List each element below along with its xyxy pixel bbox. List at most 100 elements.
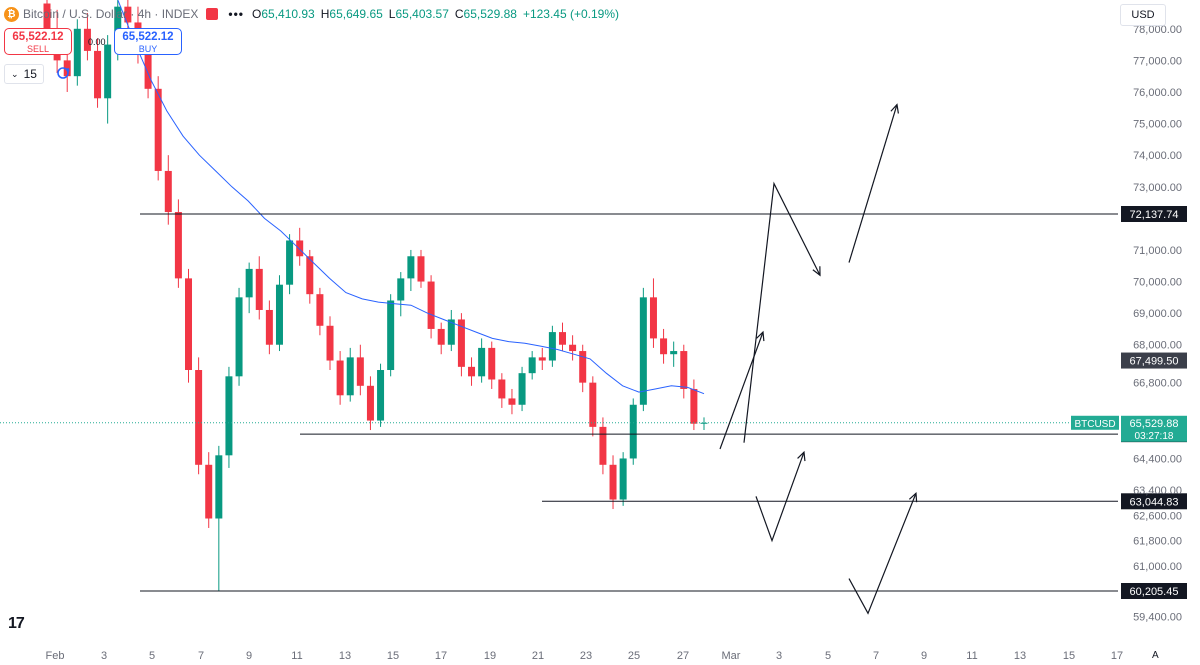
level-label: 67,499.50	[1130, 356, 1179, 368]
order-quantity-dropdown[interactable]: ⌄ 15	[4, 64, 44, 84]
candle-body	[286, 240, 294, 285]
x-tick-label: 7	[198, 650, 204, 662]
y-tick-label: 66,800.00	[1133, 378, 1182, 390]
candle-body	[528, 357, 536, 374]
sell-button[interactable]: 65,522.12 SELL	[4, 28, 72, 55]
drawn-arrow	[719, 331, 764, 450]
candle-body	[457, 319, 465, 367]
refresh-icon[interactable]	[56, 66, 70, 80]
open-value: O65,410.93	[252, 7, 315, 21]
x-tick-label: 13	[1014, 650, 1026, 662]
symbol-title[interactable]: Bitcoin / U.S. Dollar · 4h · INDEX	[23, 7, 199, 21]
x-tick-label: 3	[101, 650, 107, 662]
candle-body	[215, 455, 223, 519]
y-tick-label: 74,000.00	[1133, 150, 1182, 162]
time-axis[interactable]: Feb 3 5 7 9 11 13 15 17 19 21 23 25 27 Mar 3 5 7 9 11 13 15 17	[46, 650, 1124, 662]
candle-body	[599, 426, 607, 465]
candle-body	[488, 347, 496, 380]
level-label-bg	[1121, 352, 1187, 369]
x-tick-label: 25	[628, 650, 640, 662]
x-tick-label: 27	[677, 650, 689, 662]
candle-body	[144, 54, 152, 89]
y-tick-label: 61,000.00	[1133, 561, 1182, 573]
candle-body	[569, 344, 577, 352]
x-tick-label: 15	[1063, 650, 1075, 662]
y-tick-label: 71,000.00	[1133, 245, 1182, 257]
y-tick-label: 59,400.00	[1133, 611, 1182, 623]
countdown-label: 03:27:18	[1135, 431, 1174, 442]
x-tick-label: 13	[339, 650, 351, 662]
candle-body	[154, 88, 162, 171]
candle-body	[649, 297, 657, 339]
candle-body	[43, 3, 51, 29]
arrow-head	[890, 103, 899, 114]
bitcoin-icon: ₿	[4, 6, 19, 22]
annotation-arrows	[719, 103, 918, 615]
candle-body	[558, 332, 566, 345]
more-options-icon[interactable]: •••	[228, 7, 244, 21]
arrow-head	[797, 450, 806, 462]
symbol-tag-bg	[1071, 415, 1119, 430]
candle-body	[235, 297, 243, 377]
candle-body	[255, 268, 263, 310]
candle-body	[629, 404, 637, 459]
candle-body	[387, 300, 395, 371]
x-tick-label: 21	[532, 650, 544, 662]
currency-selector[interactable]: USD	[1120, 4, 1166, 26]
y-tick-label: 64,400.00	[1133, 453, 1182, 465]
x-tick-label: 5	[149, 650, 155, 662]
candle-body	[609, 464, 617, 500]
candle-body	[336, 360, 344, 396]
order-quantity-value: 15	[23, 67, 37, 81]
candle-body	[205, 464, 213, 519]
y-tick-label: 76,000.00	[1133, 87, 1182, 99]
candle-body	[316, 294, 324, 326]
candle-body	[164, 170, 172, 213]
candle-body	[518, 373, 526, 405]
arrow-head	[756, 330, 765, 342]
arrow-head	[812, 266, 821, 277]
candle-body	[437, 328, 445, 345]
price-axis[interactable]: 78,000.00 77,000.00 76,000.00 75,000.00 74,0…	[1133, 24, 1182, 624]
close-value: C65,529.88	[454, 7, 517, 21]
candle-body	[670, 351, 678, 355]
candles-group	[43, 0, 708, 592]
y-tick-label: 77,000.00	[1133, 55, 1182, 67]
market-status-icon[interactable]	[206, 8, 219, 20]
candle-body	[589, 382, 597, 427]
moving-average-line	[117, 0, 705, 395]
level-label-bg	[1121, 493, 1187, 510]
candle-body	[579, 351, 587, 383]
buy-button[interactable]: 65,522.12 BUY	[114, 28, 182, 55]
candle-body	[427, 281, 435, 329]
low-value: L65,403.57	[388, 7, 449, 21]
x-tick-label: 23	[580, 650, 592, 662]
y-tick-label: 73,000.00	[1133, 182, 1182, 194]
candle-body	[94, 50, 102, 99]
candle-body	[377, 370, 385, 421]
horizontal-levels: 72,137.7467,499.5065,169.8063,044.8360,2…	[0, 206, 1187, 599]
x-tick-label: 11	[966, 650, 977, 662]
candle-body	[63, 60, 71, 77]
y-tick-label: 69,000.00	[1133, 308, 1182, 320]
auto-scale-button[interactable]: A	[1152, 650, 1159, 661]
x-tick-label: Mar	[722, 650, 741, 662]
sell-price: 65,522.12	[12, 31, 64, 43]
candle-body	[296, 240, 304, 257]
candle-body	[306, 256, 314, 295]
x-tick-label: 17	[435, 650, 447, 662]
buy-label: BUY	[138, 44, 158, 54]
buy-price: 65,522.12	[122, 31, 174, 43]
level-label: 63,044.83	[1130, 496, 1179, 508]
level-label: 72,137.74	[1130, 209, 1179, 221]
candle-body	[498, 379, 506, 399]
y-tick-label: 70,000.00	[1133, 277, 1182, 289]
tradingview-logo[interactable]: 17	[8, 615, 25, 632]
candle-body	[275, 284, 283, 345]
candle-body	[195, 370, 203, 465]
candle-body	[366, 385, 374, 421]
symbol-tag: BTCUSD	[1074, 419, 1115, 430]
drawn-arrow	[755, 451, 805, 543]
candle-body	[265, 309, 273, 345]
